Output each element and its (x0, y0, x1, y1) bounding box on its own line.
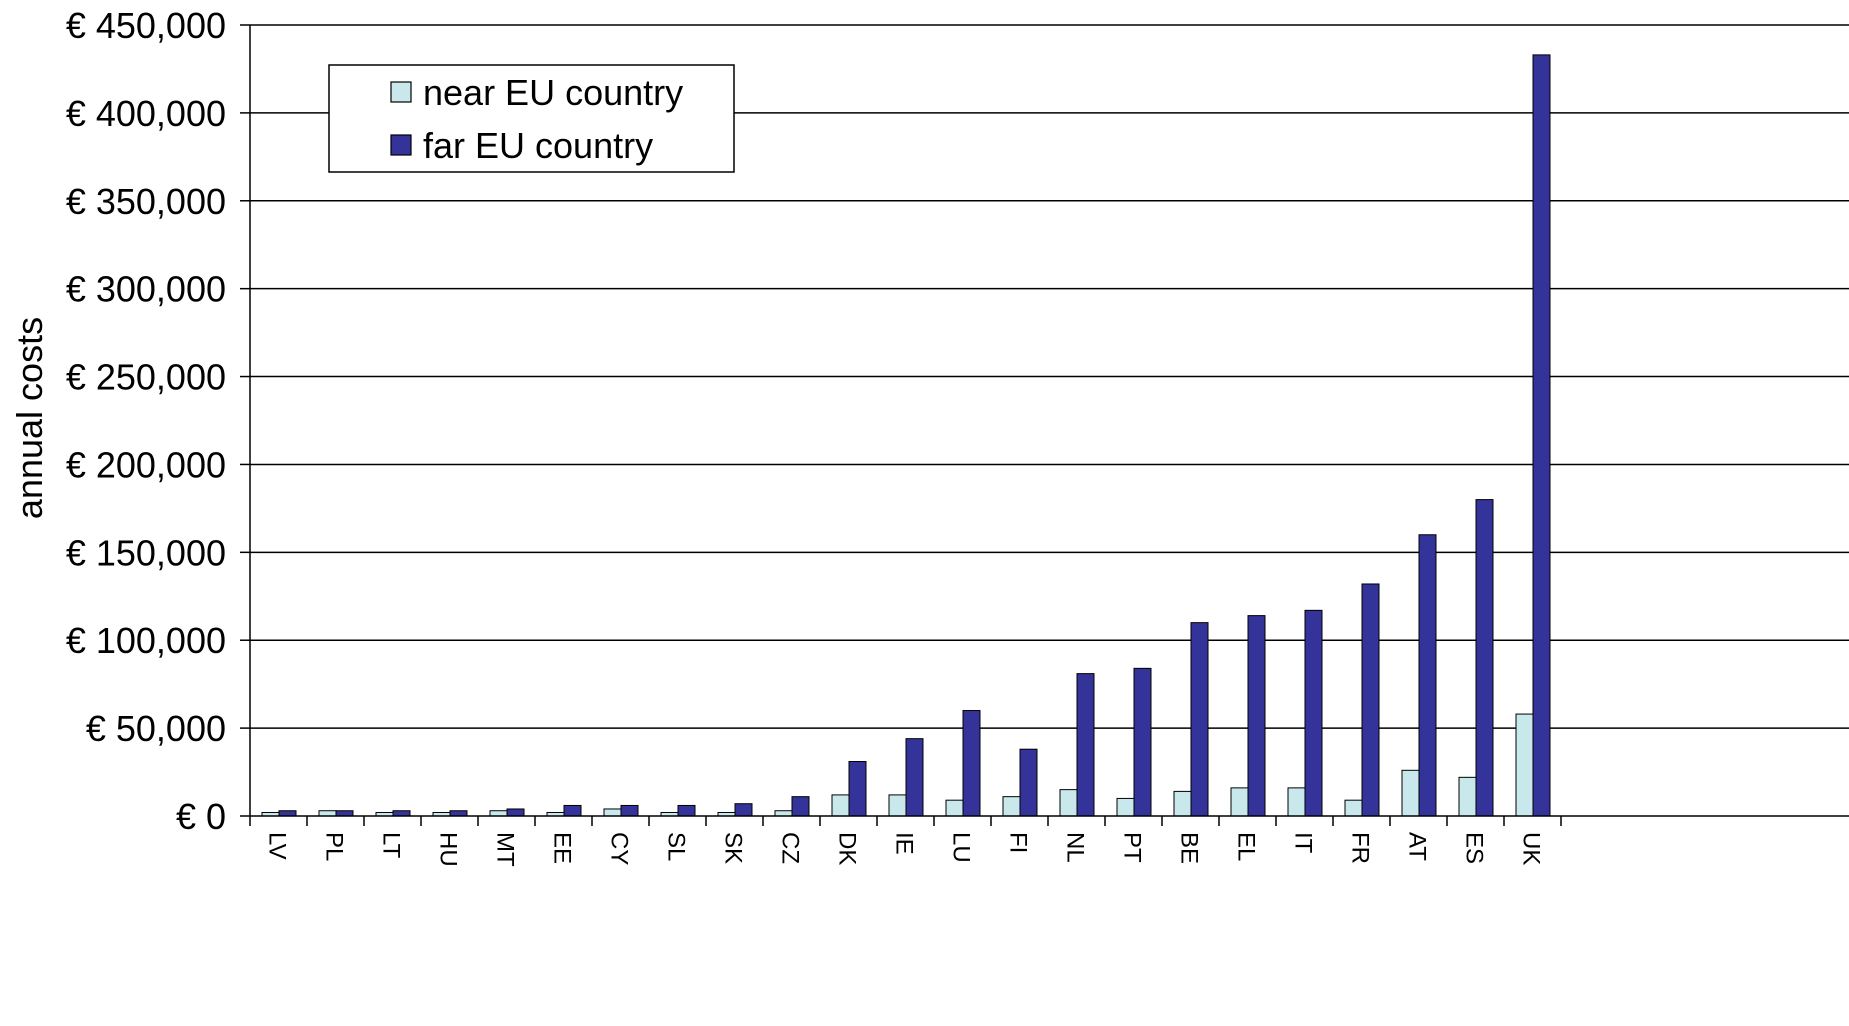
x-tick-label: LT (378, 832, 405, 859)
x-tick-label: BE (1176, 832, 1203, 864)
x-tick-label: HU (435, 832, 462, 867)
bar-near-lu (945, 799, 964, 817)
bar-near-fr (1344, 799, 1363, 817)
legend-label-near-eu: near EU country (423, 72, 683, 113)
bar-far-it (1304, 609, 1323, 817)
x-tick-label: ES (1461, 832, 1488, 864)
y-tick-label: € 400,000 (66, 93, 226, 134)
bar-near-cy (603, 808, 622, 817)
x-tick-label: DK (834, 832, 861, 865)
y-tick-label: € 50,000 (86, 708, 226, 749)
x-tick-label: PT (1119, 832, 1146, 863)
bar-far-fr (1361, 583, 1380, 817)
y-tick-labels: € 0 € 50,000 € 100,000 € 150,000 € 200,000 € … (66, 5, 226, 837)
x-tick-label: IE (891, 832, 918, 855)
x-tick-label: FR (1347, 832, 1374, 864)
x-tick-label: CZ (777, 832, 804, 864)
bar-near-nl (1059, 789, 1078, 817)
bar-near-mt (489, 810, 508, 817)
bar-near-be (1173, 790, 1192, 817)
legend: near EU country far EU country (328, 64, 735, 173)
bar-far-be (1190, 622, 1209, 817)
bar-near-it (1287, 787, 1306, 817)
bar-far-lu (962, 710, 981, 817)
y-tick-label: € 200,000 (66, 444, 226, 485)
bar-far-dk (848, 761, 867, 817)
bar-near-uk (1515, 713, 1534, 817)
bar-far-sl (677, 804, 696, 817)
x-tick-label: LV (264, 832, 291, 860)
bar-near-cz (774, 810, 793, 817)
legend-swatch-near-eu (390, 81, 412, 103)
bar-far-ie (905, 738, 924, 817)
y-tick-label: € 150,000 (66, 532, 226, 573)
bar-far-pl (335, 810, 354, 817)
legend-label-far-eu: far EU country (423, 125, 653, 166)
x-tick-label: NL (1062, 832, 1089, 863)
y-tick-label: € 350,000 (66, 181, 226, 222)
bar-far-lv (278, 810, 297, 817)
x-tick-label: IT (1290, 832, 1317, 854)
bar-far-cz (791, 796, 810, 817)
y-tick-label: € 250,000 (66, 357, 226, 398)
legend-swatch-far-eu (390, 134, 412, 156)
bar-near-pl (318, 810, 337, 817)
x-tick-label: EE (549, 832, 576, 864)
bar-near-el (1230, 787, 1249, 817)
x-tick-labels: LV PL LT HU MT EE CY SL SK CZ DK IE LU FI NL PT BE EL IT FR… (264, 832, 1545, 867)
y-tick-label: € 300,000 (66, 269, 226, 310)
bar-near-es (1458, 776, 1477, 817)
bar-far-nl (1076, 673, 1095, 817)
axes (240, 24, 1849, 826)
bar-far-el (1247, 615, 1266, 817)
x-tick-label: SK (720, 832, 747, 864)
bar-far-fi (1019, 748, 1038, 817)
y-axis-label: annual costs (9, 317, 50, 519)
bar-far-cy (620, 804, 639, 817)
bars (261, 54, 1551, 817)
y-tick-label: € 450,000 (66, 5, 226, 46)
x-tick-label: EL (1233, 832, 1260, 861)
bar-far-ee (563, 804, 582, 817)
bar-near-ie (888, 794, 907, 817)
x-tick-label: AT (1404, 832, 1431, 861)
x-tick-label: PL (321, 832, 348, 861)
x-tick-label: UK (1518, 832, 1545, 865)
x-tick-label: CY (606, 832, 633, 865)
x-tick-label: FI (1005, 832, 1032, 853)
y-tick-label: € 0 (176, 796, 226, 837)
x-tick-label: SL (663, 832, 690, 861)
bar-far-sk (734, 803, 753, 817)
bar-far-pt (1133, 667, 1152, 817)
gridlines (250, 24, 1849, 729)
bar-near-pt (1116, 797, 1135, 817)
bar-far-at (1418, 534, 1437, 817)
bar-near-fi (1002, 796, 1021, 817)
x-tick-label: LU (948, 832, 975, 863)
bar-far-uk (1532, 54, 1551, 817)
bar-far-es (1475, 499, 1494, 817)
y-tick-label: € 100,000 (66, 620, 226, 661)
bar-far-lt (392, 810, 411, 817)
bar-near-at (1401, 769, 1420, 817)
x-tick-label: MT (492, 832, 519, 867)
bar-near-dk (831, 794, 850, 817)
bar-far-hu (449, 810, 468, 817)
bar-far-mt (506, 808, 525, 817)
